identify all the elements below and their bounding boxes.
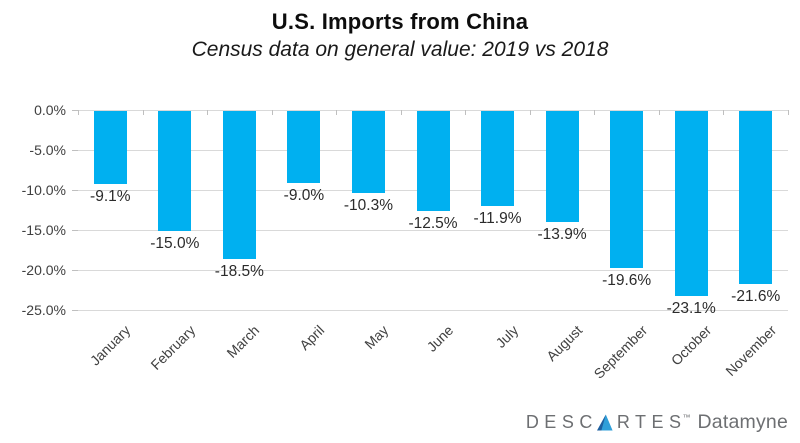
x-axis-tick — [78, 110, 79, 115]
gridline — [78, 110, 788, 111]
gridline — [78, 270, 788, 271]
x-axis-tick — [336, 110, 338, 115]
bar-june — [416, 111, 450, 211]
y-axis-tick — [72, 110, 78, 111]
y-axis-label: -10.0% — [21, 182, 66, 198]
y-axis-tick — [72, 270, 78, 271]
data-label-march: -18.5% — [214, 263, 264, 280]
data-label-august: -13.9% — [537, 226, 587, 243]
x-axis-tick — [788, 110, 789, 115]
bar-may — [351, 111, 385, 193]
bar-november — [739, 111, 773, 284]
x-axis-tick — [658, 110, 660, 115]
y-axis-label: 0.0% — [34, 102, 66, 118]
y-axis-tick — [72, 310, 78, 311]
data-label-november: -21.6% — [731, 288, 781, 305]
y-axis-tick — [72, 150, 78, 151]
x-axis-tick — [465, 110, 467, 115]
bar-october — [674, 111, 708, 296]
data-label-june: -12.5% — [408, 215, 458, 232]
y-axis-tick — [72, 230, 78, 231]
x-axis-tick — [142, 110, 144, 115]
bar-september — [610, 111, 644, 268]
y-axis-label: -20.0% — [21, 262, 66, 278]
gridline — [78, 310, 788, 311]
brand-datamyne: Datamyne — [697, 411, 788, 433]
brand-descartes: DESC RTES ™ — [526, 412, 691, 433]
x-axis-tick — [594, 110, 596, 115]
x-axis-tick — [207, 110, 209, 115]
brand-logo: DESC RTES ™ Datamyne — [526, 411, 788, 434]
bar-august — [545, 111, 579, 222]
descartes-sail-icon — [596, 414, 613, 431]
y-axis-tick — [72, 190, 78, 191]
bar-march — [222, 111, 256, 259]
data-label-february: -15.0% — [150, 235, 200, 252]
trademark-symbol: ™ — [682, 413, 691, 422]
data-label-january: -9.1% — [90, 188, 131, 205]
x-axis-tick — [400, 110, 402, 115]
chart-subtitle: Census data on general value: 2019 vs 20… — [191, 38, 609, 61]
brand-suffix: RTES — [616, 412, 687, 432]
x-axis-tick — [271, 110, 273, 115]
data-label-april: -9.0% — [283, 187, 325, 204]
data-label-september: -19.6% — [602, 272, 652, 289]
bar-january — [93, 111, 127, 184]
x-axis-tick — [529, 110, 531, 115]
data-label-may: -10.3% — [343, 197, 394, 214]
chart-title: U.S. Imports from China — [271, 9, 529, 34]
plot-area: 0.0% -5.0% -10.0% -15.0% -20.0% -25.0% -9.1% Ja… — [22, 102, 789, 382]
brand-prefix: DESC — [525, 412, 598, 432]
gridline — [78, 230, 788, 231]
y-axis-label: -5.0% — [29, 142, 66, 158]
data-label-july: -11.9% — [473, 210, 522, 227]
data-label-october: -23.1% — [666, 300, 716, 317]
y-axis-label: -15.0% — [21, 222, 66, 238]
x-axis-tick — [723, 110, 725, 115]
bar-july — [481, 111, 515, 206]
y-axis-label: -25.0% — [21, 302, 66, 318]
bar-april — [287, 111, 321, 183]
bar-february — [158, 111, 192, 231]
